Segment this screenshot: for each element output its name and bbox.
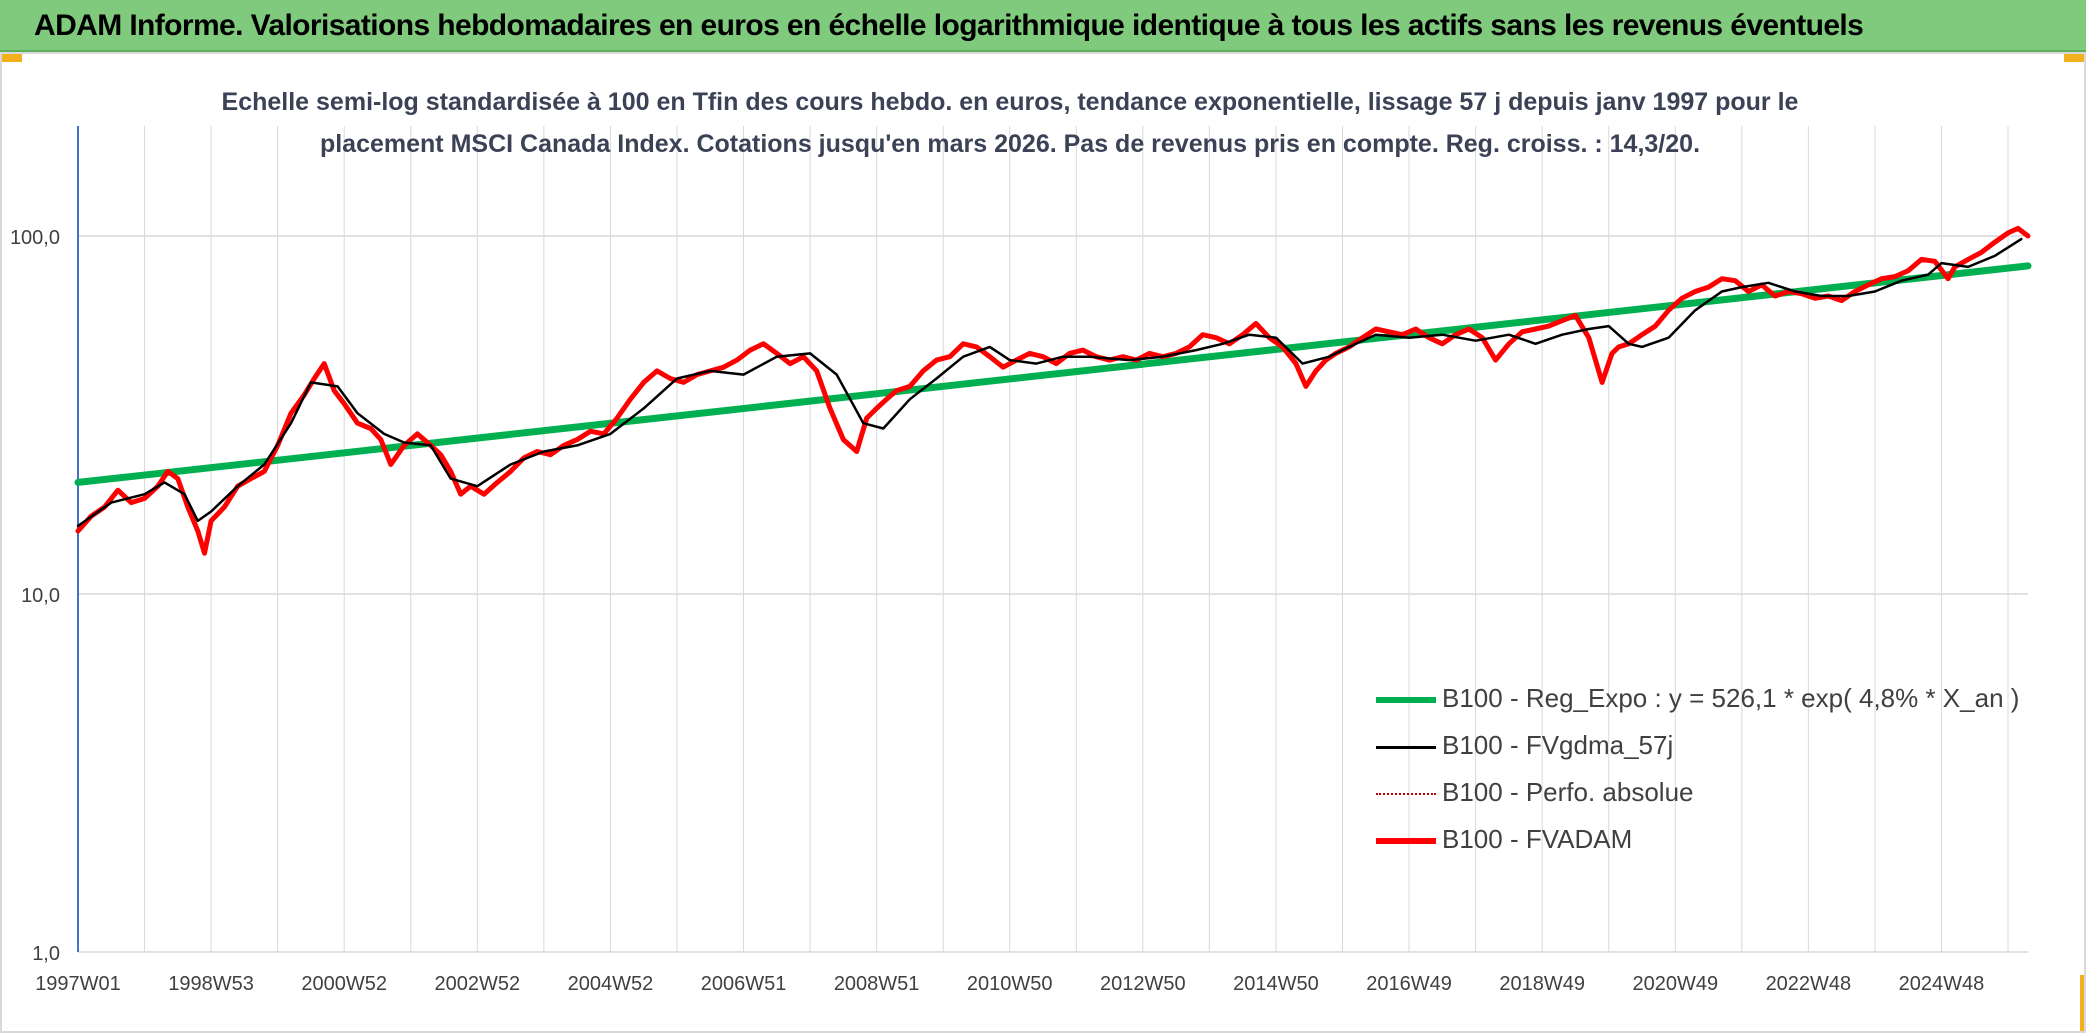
y-tick-label: 100,0 xyxy=(10,227,60,249)
x-tick-label: 1997W01 xyxy=(35,973,121,995)
x-tick-label: 2024W48 xyxy=(1899,973,1985,995)
legend-swatch-regression xyxy=(1376,697,1436,703)
corner-accent-top-left xyxy=(0,52,22,62)
legend-swatch-smoothed xyxy=(1376,746,1436,749)
chart-frame xyxy=(0,52,2086,1033)
legend-label-fvadam: B100 - FVADAM xyxy=(1442,824,1633,854)
series-line-smooth xyxy=(76,237,2023,528)
series-line-reg xyxy=(74,262,2032,486)
x-tick-label: 2016W49 xyxy=(1366,973,1452,995)
x-tick-label: 2004W52 xyxy=(568,973,654,995)
corner-accent-top-right xyxy=(2064,52,2086,62)
legend-swatch-fvadam xyxy=(1376,838,1436,844)
x-tick-label: 2008W51 xyxy=(834,973,920,995)
y-tick-label: 10,0 xyxy=(21,585,60,607)
y-tick-label: 1,0 xyxy=(32,943,60,965)
top-banner: ADAM Informe. Valorisations hebdomadaire… xyxy=(0,0,2086,52)
legend-label-perf-absolue: B100 - Perfo. absolue xyxy=(1442,777,1694,807)
chart-legend: B100 - Reg_Expo : y = 526,1 * exp( 4,8% … xyxy=(1372,680,2019,868)
legend-label-smoothed: B100 - FVgdma_57j xyxy=(1442,730,1674,760)
legend-label-regression: B100 - Reg_Expo : y = 526,1 * exp( 4,8% … xyxy=(1442,683,2020,713)
x-tick-label: 2012W50 xyxy=(1100,973,1186,995)
chart-subtitle-line-1: Echelle semi-log standardisée à 100 en T… xyxy=(221,88,1799,116)
legend-item-regression: B100 - Reg_Expo : y = 526,1 * exp( 4,8% … xyxy=(1372,680,2019,727)
x-tick-label: 2006W51 xyxy=(701,973,787,995)
series-line-fvadam xyxy=(75,225,2031,556)
x-tick-label: 2014W50 xyxy=(1233,973,1319,995)
chart-subtitle-line-2: placement MSCI Canada Index. Cotations j… xyxy=(319,130,1701,158)
x-tick-label: 2022W48 xyxy=(1766,973,1852,995)
x-tick-label: 2020W49 xyxy=(1632,973,1718,995)
legend-swatch-perf-absolue xyxy=(1376,793,1436,795)
legend-item-smoothed: B100 - FVgdma_57j xyxy=(1372,727,1992,774)
corner-accent-bottom-right xyxy=(2080,975,2086,1033)
page-title: ADAM Informe. Valorisations hebdomadaire… xyxy=(34,9,1864,42)
x-tick-label: 1998W53 xyxy=(168,973,254,995)
legend-item-perf-absolue: B100 - Perfo. absolue xyxy=(1372,774,1992,821)
legend-item-fvadam: B100 - FVADAM xyxy=(1372,821,1992,868)
x-tick-label: 2000W52 xyxy=(301,973,387,995)
x-tick-label: 2018W49 xyxy=(1499,973,1585,995)
x-tick-label: 2010W50 xyxy=(967,973,1053,995)
x-tick-label: 2002W52 xyxy=(435,973,521,995)
